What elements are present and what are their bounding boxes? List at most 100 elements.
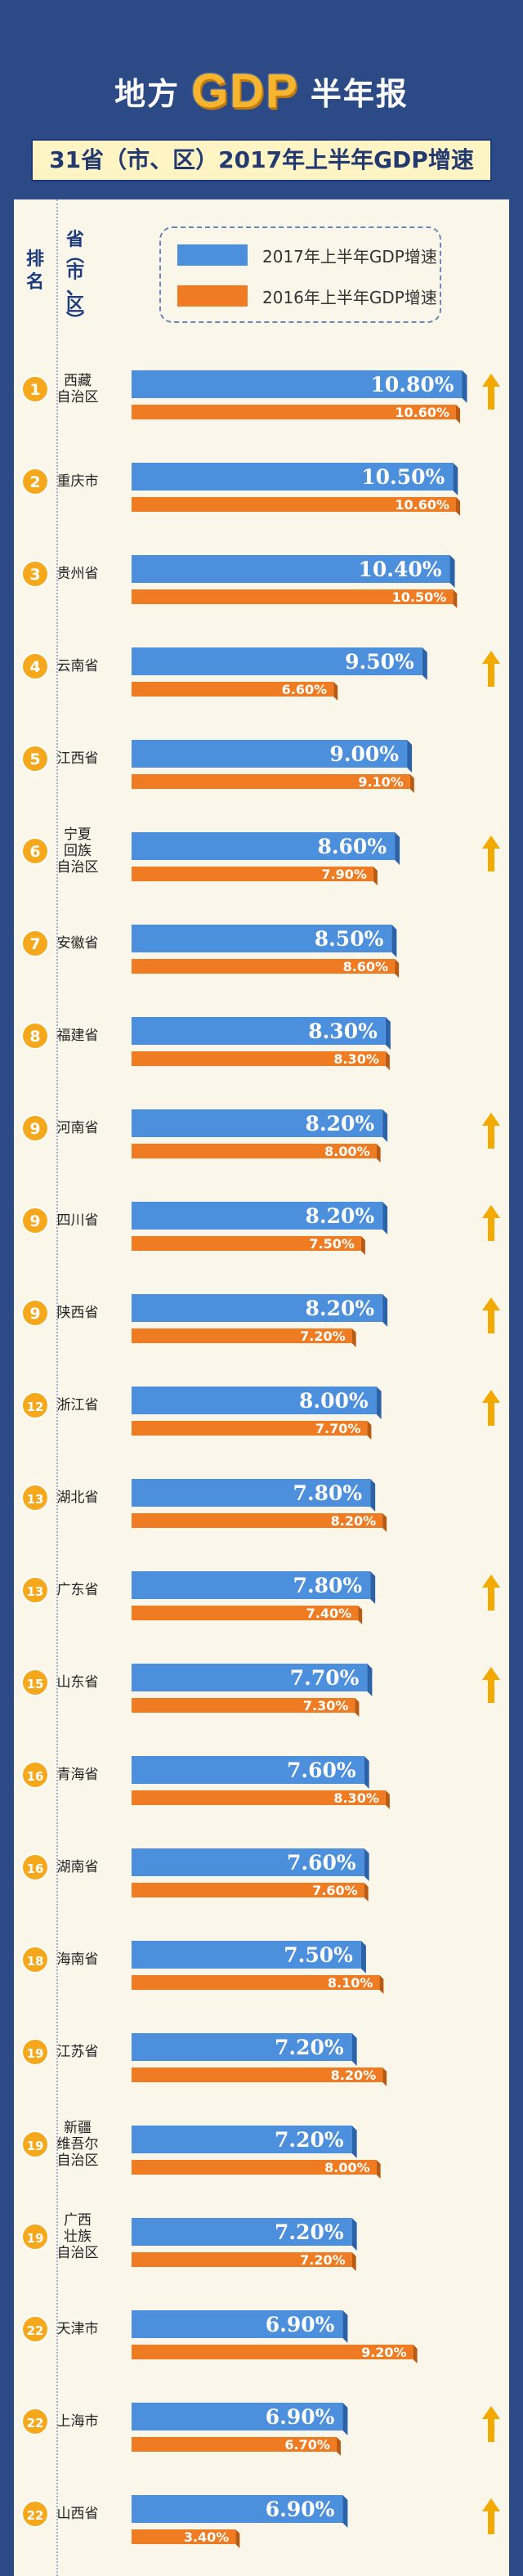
province-label: 四川省 [57,1212,99,1229]
rank-label: 15 [27,1677,44,1691]
value-label-2016: 7.20% [300,2252,346,2268]
province-label: 浙江省 [57,1397,99,1413]
bar-2017-side [342,2495,348,2528]
bar-2016 [132,682,334,697]
rank-label: 16 [27,1861,44,1876]
rank-label: 22 [27,2416,44,2430]
rank-label: 5 [29,750,40,768]
bar-2017 [132,925,392,952]
rank-badge [21,1022,49,1050]
up-arrow-icon [482,374,500,410]
rank-badge [21,2408,49,2435]
rank-label: 9 [29,1212,40,1230]
bar-2016 [132,1790,386,1805]
value-label-2016: 6.60% [282,682,328,697]
rank-label: 7 [29,935,40,953]
bar-2017 [132,2403,343,2430]
bar-2017-side [370,1571,376,1604]
bar-2016 [132,1606,359,1620]
rank-column-header: 排名 [25,249,44,293]
province-label: 云南省 [57,658,99,674]
value-label-2016: 7.60% [312,1883,358,1898]
bar-2016 [132,1883,364,1897]
bar-2016-side [456,497,461,516]
bar-2016-side [364,1883,369,1902]
value-label-2017: 6.90% [266,2405,335,2429]
value-label-2016: 10.60% [395,497,449,513]
bar-2016 [132,1236,361,1251]
bar-2017-side [370,1479,376,1512]
up-arrow-icon [482,1667,500,1703]
up-arrow-icon [482,2498,500,2534]
header: 地方 GDP 半年报 31省（市、区）2017年上半年GDP增速 [0,0,523,196]
province-column-header: 省 ︵ 市、区 ︶ [65,230,84,332]
bar-2016 [132,497,457,512]
value-label-2017: 10.40% [358,558,441,581]
bar-2017-side [395,832,400,865]
bar-2016 [132,1513,383,1528]
value-label-2017: 7.20% [275,2036,344,2059]
value-label-2016: 7.70% [315,1421,361,1436]
bar-2016 [132,2252,352,2267]
bar-2016 [132,2345,413,2359]
value-label-2017: 6.90% [266,2313,335,2336]
rank-badge [21,2500,49,2528]
value-label-2016: 3.40% [184,2529,230,2545]
bar-2017 [132,647,422,675]
rank-label: 13 [27,1584,44,1599]
bar-2016-side [373,867,378,885]
bar-2017-side [351,2126,357,2158]
up-arrow-icon [482,836,500,871]
province-label: 自治区 [57,859,99,876]
province-label: 山西省 [57,2506,99,2522]
rank-badge [21,1391,49,1419]
province-label: 陕西省 [57,1305,99,1321]
bar-2016-side [382,2068,387,2086]
bar-2016 [132,2068,383,2082]
bar-2017 [132,740,408,768]
value-label-2017: 7.50% [284,1943,353,1967]
rank-badge [21,930,49,957]
rank-badge [21,1576,49,1604]
bar-2016-side [395,959,400,978]
bar-2016-side [385,1790,390,1809]
rank-badge [21,1299,49,1327]
bar-2016-side [382,1513,387,1532]
bar-2016-side [376,1144,381,1163]
rank-label: 18 [27,1954,44,1969]
province-label: 湖南省 [57,1859,99,1875]
rank-badge [21,652,49,680]
chart-subtitle: 31省（市、区）2017年上半年GDP增速 [31,139,492,181]
bar-2016-side [333,682,338,701]
value-label-2017: 9.50% [345,650,414,674]
value-label-2017: 7.20% [275,2128,344,2152]
value-label-2016: 8.00% [324,2160,370,2175]
bar-2017 [132,1294,383,1322]
rank-label: 16 [27,1769,44,1784]
value-label-2016: 8.30% [333,1790,379,1806]
value-label-2016: 7.30% [303,1698,349,1714]
bar-2017-side [407,740,413,773]
bar-2016 [132,1328,352,1343]
bar-2016 [132,2437,337,2452]
rank-badge [21,745,49,773]
value-label-2017: 7.20% [275,2220,344,2244]
bar-2017-side [351,2033,357,2066]
value-label-2016: 9.10% [358,774,404,790]
rank-label: 12 [27,1400,44,1414]
bar-2016-side [351,1328,356,1347]
province-label: 自治区 [57,2245,99,2261]
chart-panel: 排名 省 ︵ 市、区 ︶ 2017年上半年GDP增速 2016年上半年GDP增速 1 西… [14,199,509,2576]
bar-2016-side [351,2252,356,2271]
bar-2017-side [367,1664,373,1696]
bar-2016-side [355,1698,360,1717]
value-label-2017: 7.60% [287,1851,356,1875]
bar-2017 [132,1571,371,1599]
value-label-2017: 7.80% [293,1481,362,1505]
bar-2017-side [382,1294,388,1327]
title-gdp: GDP [191,65,299,118]
province-label: 江苏省 [57,2044,99,2060]
province-label: 壮族 [64,2229,92,2245]
bar-2016 [132,2160,377,2175]
